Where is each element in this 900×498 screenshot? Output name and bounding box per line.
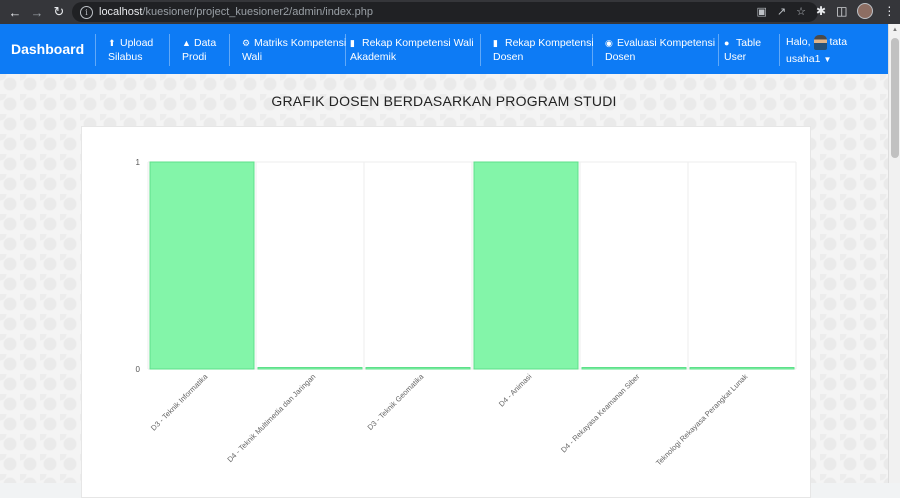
chart-card: 0 1 D3 - Teknik Informatika D4 - Teknik Mul… xyxy=(81,126,811,498)
x-tick-label: Teknologi Rekayasa Perangkat Lunak xyxy=(654,372,750,468)
navbar-brand[interactable]: Dashboard xyxy=(11,41,85,57)
x-tick-label: D4 - Teknik Multimedia dan Jaringan xyxy=(225,372,317,464)
nav-divider xyxy=(95,34,96,66)
nav-divider xyxy=(779,34,780,66)
back-arrow-icon[interactable]: ← xyxy=(8,4,22,20)
bar xyxy=(257,367,363,370)
nav-rekap-kompetensi-wali[interactable]: ▮ Rekap Kompetensi Wali Akademik xyxy=(350,37,474,63)
browser-chrome: ← → ↻ i localhost/kuesioner/project_kues… xyxy=(0,0,900,24)
x-tick-label: D3 - Teknik Informatika xyxy=(149,371,210,432)
y-tick-label: 0 xyxy=(136,365,141,374)
scrollbar-thumb[interactable] xyxy=(891,38,899,158)
bar xyxy=(689,367,795,370)
bar xyxy=(473,161,579,370)
user-name: tata xyxy=(829,36,848,48)
url-host: localhost xyxy=(99,6,143,18)
user-circle-icon: ◉ xyxy=(605,38,613,48)
main-content: GRAFIK DOSEN BERDASARKAN PROGRAM STUDI 0… xyxy=(0,74,888,498)
bar-chart: 0 1 D3 - Teknik Informatika D4 - Teknik Mul… xyxy=(136,158,797,468)
nav-evaluasi-kompetensi-dosen[interactable]: ◉ Evaluasi Kompetensi Dosen xyxy=(605,37,716,63)
user-menu-dropdown[interactable]: Halo, tata usaha1 ▼ xyxy=(786,34,848,65)
scroll-up-arrow-icon[interactable]: ▲ xyxy=(892,27,898,33)
gear-icon: ⚙ xyxy=(242,38,251,48)
nav-data-prodi[interactable]: ▲ Data Prodi xyxy=(182,37,217,63)
nav-divider xyxy=(480,34,481,66)
translate-icon[interactable]: ▣ xyxy=(756,6,767,18)
forward-arrow-icon[interactable]: → xyxy=(30,4,44,20)
bar xyxy=(581,367,687,370)
info-icon[interactable]: i xyxy=(80,5,93,19)
avatar xyxy=(813,34,827,50)
user-username: usaha1 xyxy=(786,53,821,65)
nav-matriks-kompetensi-wali[interactable]: ⚙ Matriks Kompetensi Wali xyxy=(242,37,347,63)
nav-rekap-kompetensi-dosen[interactable]: ▮ Rekap Kompetensi Dosen xyxy=(493,37,594,63)
bookmark-star-icon[interactable]: ☆ xyxy=(796,6,806,18)
nav-divider xyxy=(229,34,230,66)
nav-divider xyxy=(718,34,719,66)
extensions-icon[interactable]: ✱ xyxy=(816,4,827,18)
x-tick-label: D4 - Animasi xyxy=(497,372,534,409)
reload-icon[interactable]: ↻ xyxy=(53,4,65,19)
nav-divider xyxy=(345,34,346,66)
x-tick-label: D3 - Teknik Geomatika xyxy=(365,371,425,431)
upload-icon: ⬆ xyxy=(108,38,116,48)
nav-divider xyxy=(592,34,593,66)
caret-down-icon: ▼ xyxy=(823,55,832,64)
share-icon[interactable]: ↗ xyxy=(776,6,787,18)
profile-avatar[interactable] xyxy=(857,3,874,19)
address-bar[interactable]: i localhost/kuesioner/project_kuesioner2… xyxy=(72,2,818,22)
side-panel-icon[interactable]: ◫ xyxy=(836,4,848,18)
bar xyxy=(149,161,255,370)
nav-upload-silabus[interactable]: ⬆ Upload Silabus xyxy=(108,37,154,63)
bar xyxy=(365,367,471,370)
document-icon: ▮ xyxy=(350,38,355,48)
navbar: Dashboard ⬆ Upload Silabus ▲ Data Prodi ⚙ M… xyxy=(0,24,888,74)
menu-kebab-icon[interactable]: ⋮ xyxy=(883,4,896,18)
y-tick-label: 1 xyxy=(136,158,141,167)
nav-table-user[interactable]: ● Table User xyxy=(724,37,762,63)
nav-divider xyxy=(169,34,170,66)
url-path: /kuesioner/project_kuesioner2/admin/inde… xyxy=(142,6,373,18)
page-scrollbar[interactable]: ▲ xyxy=(888,24,900,483)
users-icon: ● xyxy=(724,38,730,48)
document-icon: ▮ xyxy=(493,38,498,48)
page-title: GRAFIK DOSEN BERDASARKAN PROGRAM STUDI xyxy=(271,93,617,109)
x-tick-label: D4 - Rekayasa Keamanan Siber xyxy=(559,372,642,455)
graduation-cap-icon: ▲ xyxy=(182,38,191,48)
